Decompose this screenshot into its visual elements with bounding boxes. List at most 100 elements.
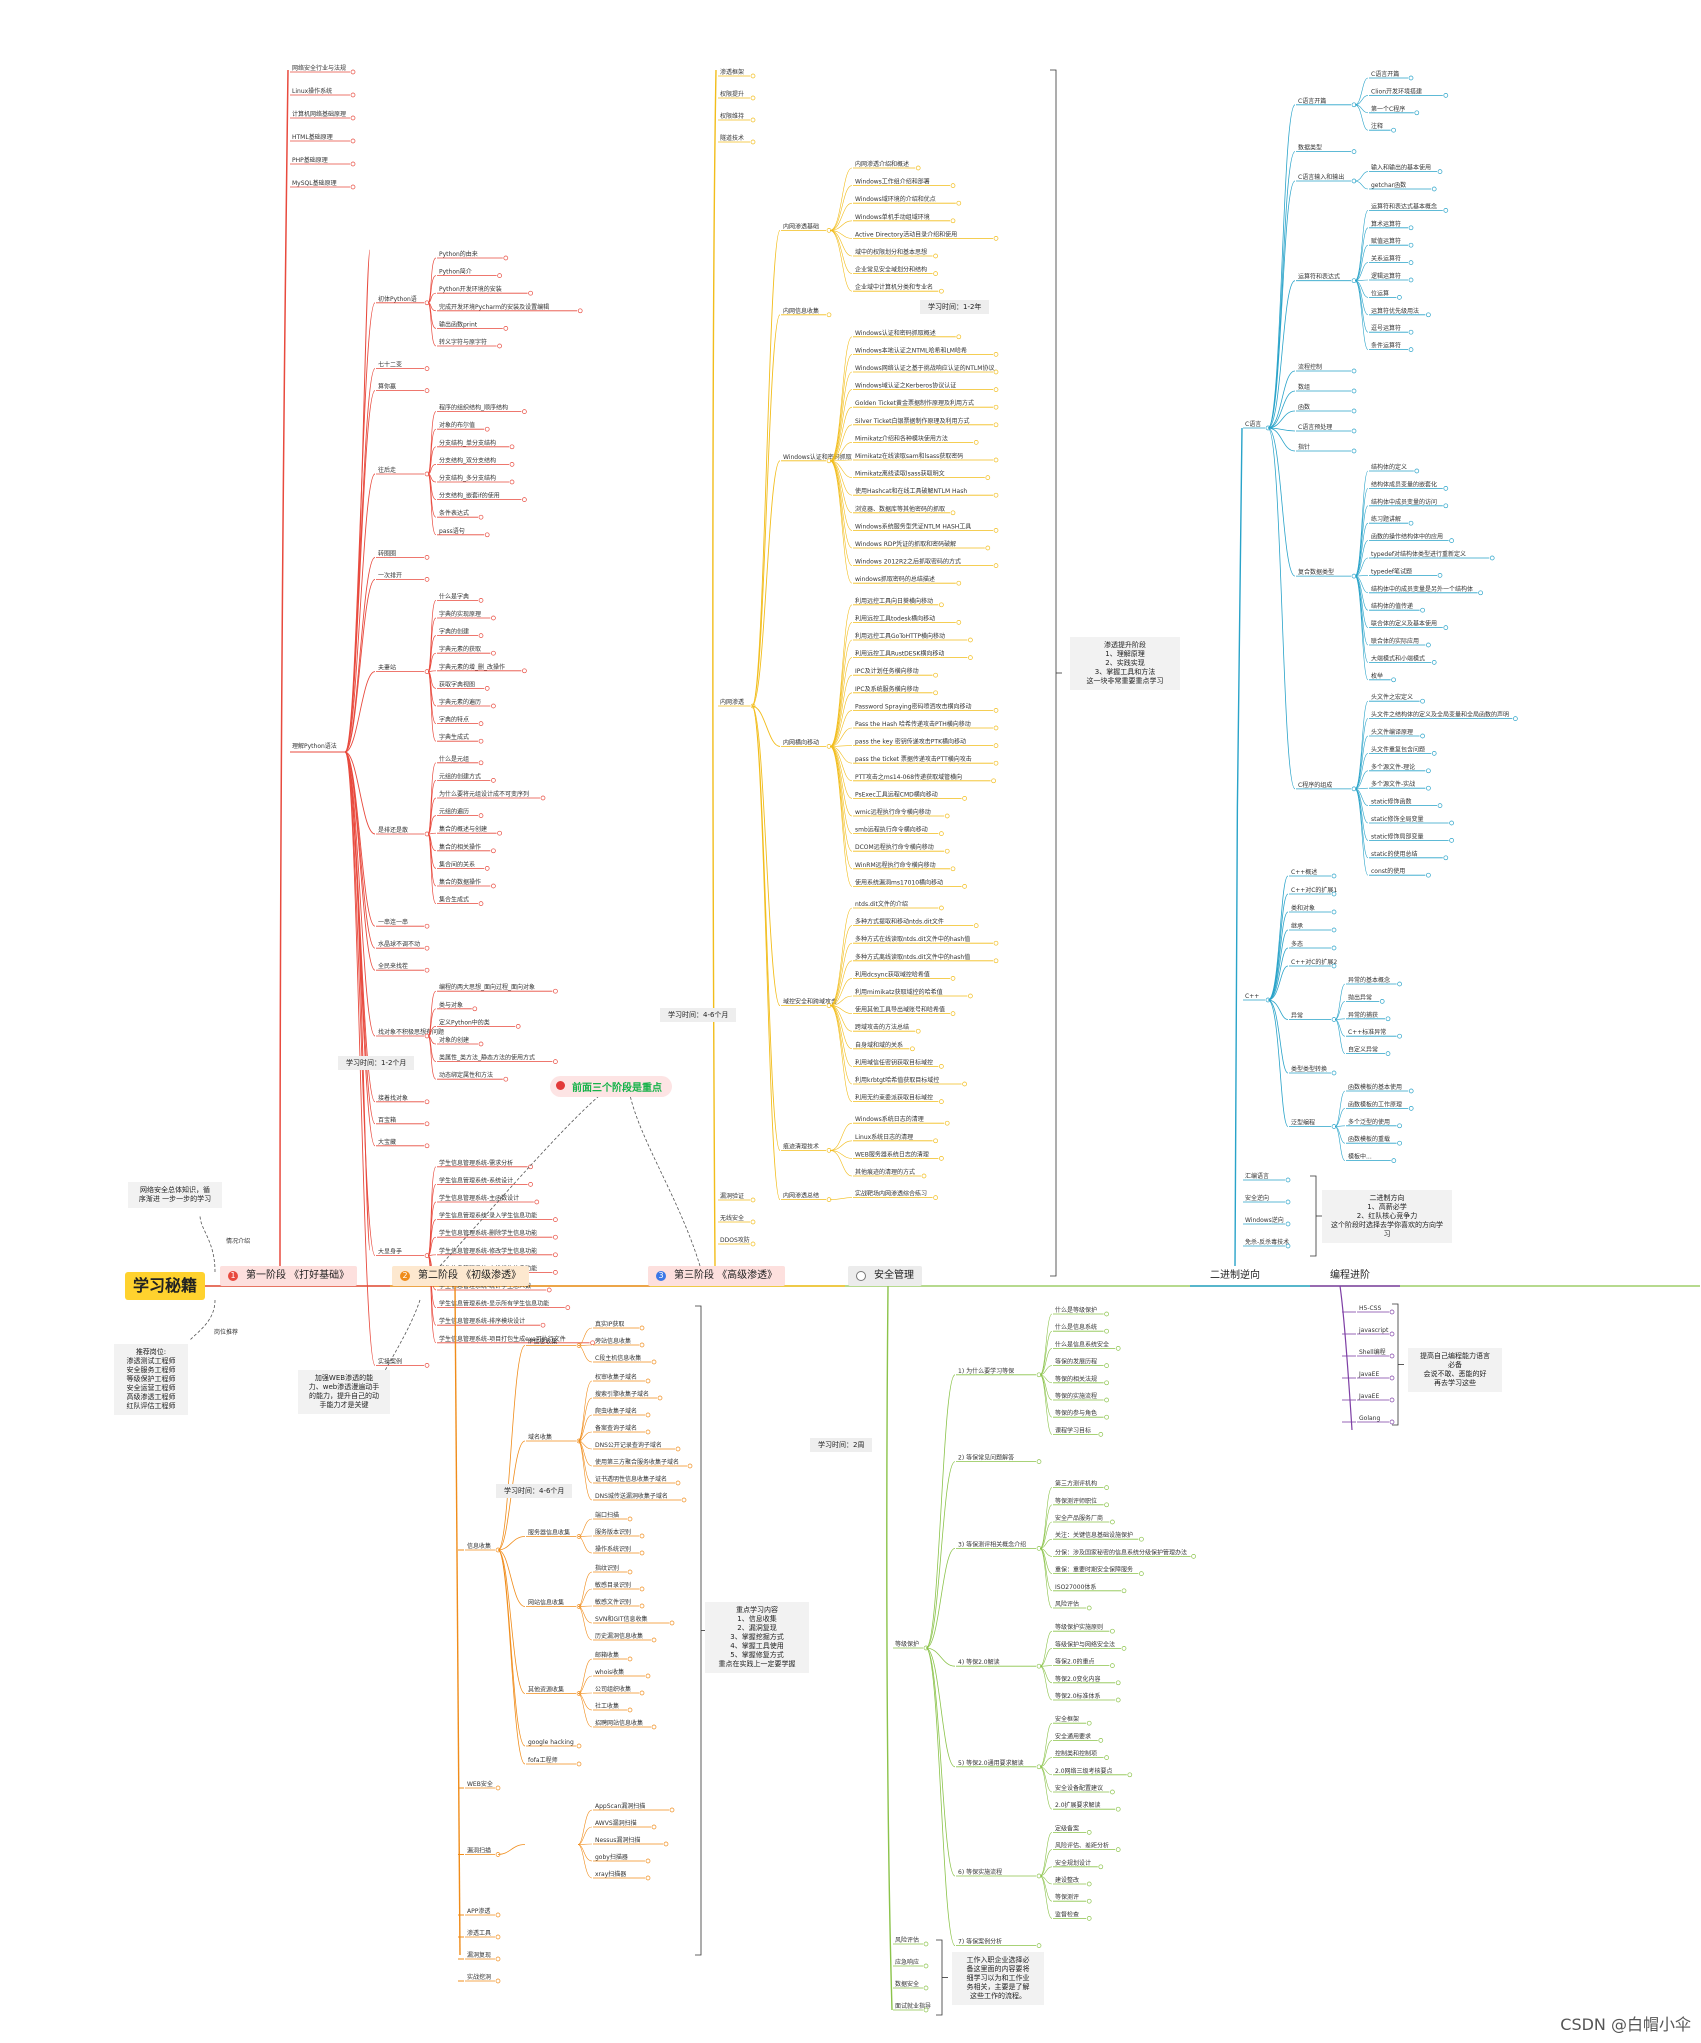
expand-handle[interactable] bbox=[1397, 295, 1402, 300]
intranet-item[interactable]: Mimikatz离线读取lsass获取明文 bbox=[855, 470, 945, 478]
expand-handle[interactable] bbox=[1489, 555, 1495, 561]
expand-handle[interactable] bbox=[1431, 186, 1437, 192]
expand-handle[interactable] bbox=[1036, 1943, 1042, 1948]
expand-handle[interactable] bbox=[950, 866, 956, 872]
expand-handle[interactable] bbox=[627, 1569, 633, 1575]
expand-handle[interactable] bbox=[424, 577, 430, 582]
expand-handle[interactable] bbox=[915, 165, 921, 171]
expand-handle[interactable] bbox=[509, 444, 515, 450]
programming-item[interactable]: JavaEE bbox=[1358, 1393, 1379, 1400]
expand-handle[interactable] bbox=[627, 1707, 633, 1713]
expand-handle[interactable] bbox=[950, 510, 956, 516]
python-item[interactable]: 学生信息管理系统-需求分析 bbox=[439, 1159, 513, 1167]
programming-node[interactable]: 编程进阶 bbox=[1318, 1266, 1378, 1286]
c-item[interactable]: 结构体中成员变量的访问 bbox=[1371, 498, 1437, 506]
c-group[interactable]: 复合数据类型 bbox=[1298, 568, 1334, 576]
expand-handle[interactable] bbox=[472, 1006, 478, 1012]
intranet-item[interactable]: 使用其他工具导出域账号和哈希值 bbox=[855, 1006, 945, 1014]
mgmt-item[interactable]: 等级保护与网络安全法 bbox=[1055, 1640, 1115, 1648]
python-item[interactable]: 为什么要将元组设计成不可变序列 bbox=[439, 790, 529, 798]
expand-handle[interactable] bbox=[944, 813, 950, 819]
expand-handle[interactable] bbox=[1408, 1088, 1414, 1094]
expand-handle[interactable] bbox=[645, 1412, 651, 1418]
expand-handle[interactable] bbox=[993, 940, 999, 946]
expand-handle[interactable] bbox=[1385, 1051, 1391, 1056]
expand-handle[interactable] bbox=[546, 1287, 552, 1293]
expand-handle[interactable] bbox=[826, 312, 832, 318]
expand-handle[interactable] bbox=[424, 366, 430, 371]
expand-handle[interactable] bbox=[497, 273, 502, 278]
intranet-item[interactable]: 域中的权限划分和基本思想 bbox=[855, 248, 927, 256]
expand-handle[interactable] bbox=[522, 497, 527, 502]
expand-handle[interactable] bbox=[687, 1463, 693, 1469]
expand-handle[interactable] bbox=[1437, 169, 1443, 174]
c-item[interactable]: static修饰函数 bbox=[1371, 798, 1411, 806]
expand-handle[interactable] bbox=[491, 650, 496, 656]
c-group[interactable]: C程序的组成 bbox=[1298, 781, 1332, 789]
expand-handle[interactable] bbox=[1408, 225, 1414, 231]
stage2-item[interactable]: 历史漏洞信息收集 bbox=[595, 1632, 643, 1640]
intranet-item[interactable]: smb远程执行命令横向移动 bbox=[855, 826, 928, 834]
intranet-item[interactable]: 利用mimikatz获取域控的哈希值 bbox=[855, 988, 943, 996]
mgmt-item[interactable]: 风险评估 bbox=[1055, 1600, 1079, 1608]
python-group[interactable]: 算你赢 bbox=[378, 383, 396, 391]
expand-handle[interactable] bbox=[491, 615, 496, 621]
expand-handle[interactable] bbox=[962, 796, 967, 801]
stage2-group[interactable]: 漏洞扫描 bbox=[467, 1847, 491, 1855]
expand-handle[interactable] bbox=[1408, 520, 1414, 526]
expand-handle[interactable] bbox=[1036, 1459, 1042, 1464]
mgmt-item[interactable]: 等保的参与角色 bbox=[1055, 1409, 1097, 1417]
intranet-item[interactable]: 利用dcsync获取域控哈希值 bbox=[855, 970, 930, 978]
binary-node[interactable]: 二进制逆向 bbox=[1198, 1266, 1268, 1286]
python-item[interactable]: 集合的数据操作 bbox=[439, 878, 481, 886]
intranet-item[interactable]: 内网渗透介绍和概述 bbox=[855, 160, 909, 168]
stage3-bottom[interactable]: 漏洞验证 bbox=[720, 1192, 744, 1200]
intranet-item[interactable]: 自身域和域的关系 bbox=[855, 1041, 903, 1049]
expand-handle[interactable] bbox=[424, 1121, 430, 1127]
expand-handle[interactable] bbox=[1389, 1419, 1395, 1425]
intranet-item[interactable]: 多种方式提取和移动ntds.dit文件 bbox=[855, 918, 944, 926]
python-item[interactable]: 字典生成式 bbox=[439, 733, 469, 741]
expand-handle[interactable] bbox=[1351, 368, 1357, 374]
expand-handle[interactable] bbox=[933, 672, 938, 678]
c-group[interactable]: 流程控制 bbox=[1298, 363, 1322, 371]
expand-handle[interactable] bbox=[495, 1978, 501, 1984]
c-item[interactable]: 注释 bbox=[1371, 122, 1383, 130]
python-item[interactable]: 分支结构_嵌套if的使用 bbox=[439, 492, 500, 500]
expand-handle[interactable] bbox=[565, 1305, 571, 1310]
python-item[interactable]: 集合的概述与创建 bbox=[439, 825, 487, 833]
c-item[interactable]: 联合体的实际应用 bbox=[1371, 637, 1419, 645]
python-group[interactable]: 是排还是散 bbox=[378, 826, 408, 834]
intranet-item[interactable]: 使用系统漏洞ms17010横向移动 bbox=[855, 878, 943, 886]
stage2-item[interactable]: 端口扫描 bbox=[595, 1511, 619, 1519]
expand-handle[interactable] bbox=[950, 1011, 956, 1016]
expand-handle[interactable] bbox=[1110, 1789, 1115, 1795]
stage3-topic[interactable]: 权限维持 bbox=[720, 112, 744, 120]
expand-handle[interactable] bbox=[933, 1138, 938, 1144]
expand-handle[interactable] bbox=[350, 69, 356, 75]
intranet-item[interactable]: Silver Ticket白银票据制作原理及利用方式 bbox=[855, 417, 970, 425]
python-item[interactable]: 编程的两大思想_面向过程_面向对象 bbox=[439, 983, 535, 991]
intranet-item[interactable]: PsExec工具远程CMD横向移动 bbox=[855, 790, 938, 798]
expand-handle[interactable] bbox=[750, 95, 756, 101]
expand-handle[interactable] bbox=[944, 1120, 950, 1126]
expand-handle[interactable] bbox=[424, 388, 430, 393]
mgmt-item[interactable]: 2.0扩展要求解读 bbox=[1055, 1801, 1101, 1809]
c-item[interactable]: 第一个C程序 bbox=[1371, 105, 1405, 113]
expand-handle[interactable] bbox=[1426, 768, 1431, 774]
programming-item[interactable]: H5-CSS bbox=[1359, 1305, 1381, 1312]
c-item[interactable]: 结构体的定义 bbox=[1371, 463, 1407, 471]
expand-handle[interactable] bbox=[1420, 733, 1425, 739]
python-item[interactable]: 集合的相关操作 bbox=[439, 843, 481, 851]
expand-handle[interactable] bbox=[528, 290, 533, 296]
stage2-subgroup[interactable]: google hacking bbox=[528, 1739, 574, 1746]
expand-handle[interactable] bbox=[669, 1620, 675, 1626]
expand-handle[interactable] bbox=[985, 475, 991, 480]
python-item[interactable]: 字典的特点 bbox=[439, 716, 469, 724]
expand-handle[interactable] bbox=[1391, 1158, 1397, 1163]
expand-handle[interactable] bbox=[1397, 981, 1402, 987]
mgmt-item[interactable]: 等保测评师职位 bbox=[1055, 1497, 1097, 1505]
expand-handle[interactable] bbox=[478, 738, 484, 744]
c-item[interactable]: 运算符优先级用法 bbox=[1371, 307, 1419, 315]
expand-handle[interactable] bbox=[950, 183, 956, 188]
